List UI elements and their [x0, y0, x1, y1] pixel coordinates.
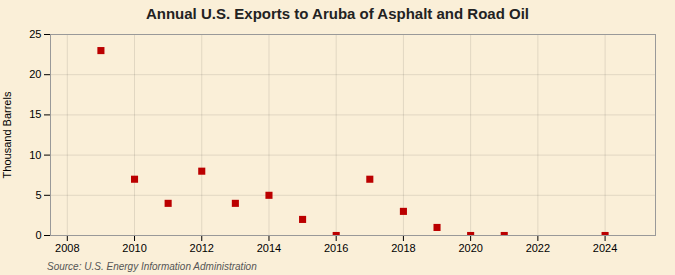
svg-text:10: 10: [29, 149, 41, 161]
svg-text:2008: 2008: [55, 242, 79, 254]
svg-text:2018: 2018: [391, 242, 415, 254]
svg-text:2022: 2022: [526, 242, 550, 254]
svg-text:15: 15: [29, 108, 41, 120]
svg-text:2024: 2024: [593, 242, 617, 254]
svg-text:2012: 2012: [190, 242, 214, 254]
svg-text:25: 25: [29, 28, 41, 40]
svg-text:0: 0: [35, 229, 41, 241]
svg-text:2014: 2014: [257, 242, 281, 254]
svg-text:2020: 2020: [458, 242, 482, 254]
html-text:Source: U.S. Energy Informatio: Source: U.S. Energy Information Administ…: [47, 261, 257, 272]
svg-text:Thousand Barrels: Thousand Barrels: [1, 91, 13, 178]
svg-text:2016: 2016: [324, 242, 348, 254]
html-text:Annual U.S. Exports to Aruba o: Annual U.S. Exports to Aruba of Asphalt …: [146, 5, 529, 22]
svg-text:20: 20: [29, 68, 41, 80]
svg-text:5: 5: [35, 189, 41, 201]
svg-text:2010: 2010: [122, 242, 146, 254]
